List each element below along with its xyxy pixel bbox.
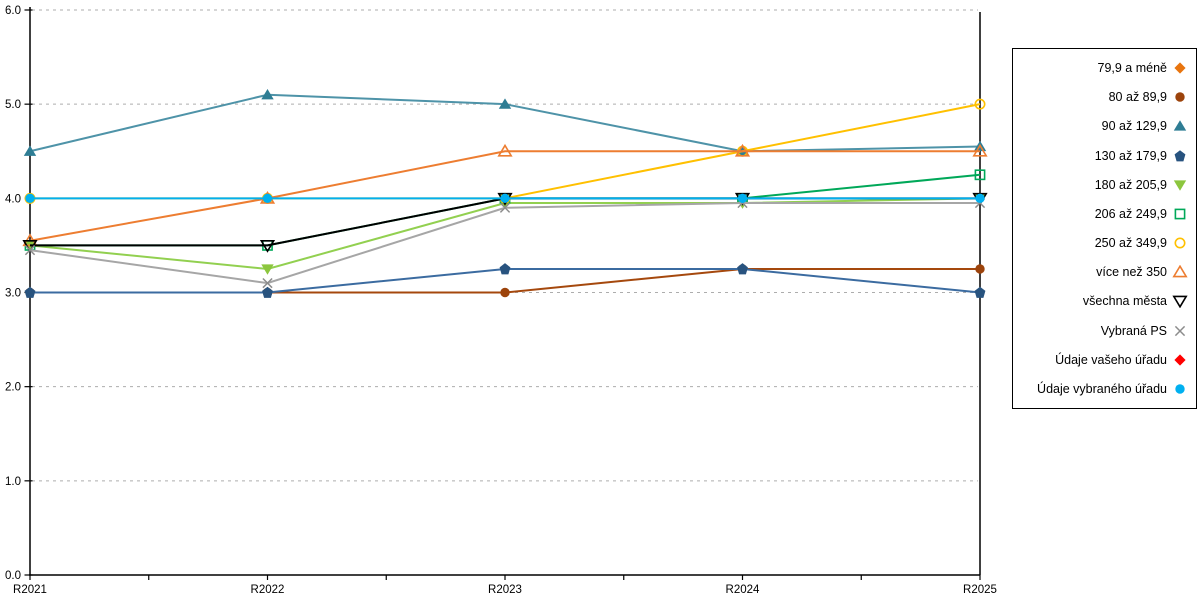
legend-item-80-a-89-9: 80 až 89,9 — [1019, 89, 1188, 105]
triangle-up-marker-icon — [261, 88, 274, 100]
pentagon-marker-icon — [24, 286, 36, 298]
diamond-marker-icon — [1174, 354, 1186, 366]
triangle-down-marker-icon — [259, 240, 276, 253]
x-marker-icon — [499, 202, 511, 213]
pentagon-marker-icon — [1174, 149, 1186, 161]
legend-item-vybran-ps: Vybraná PS — [1019, 323, 1188, 339]
legend-marker — [1175, 384, 1185, 394]
y-axis-label: 1.0 — [5, 476, 21, 488]
triangle-up-marker-icon — [734, 143, 751, 157]
legend-marker — [1175, 92, 1185, 102]
circle-marker-icon — [1174, 237, 1186, 249]
legend-item-79-9-a-m-n: 79,9 a méně — [1019, 60, 1188, 76]
legend-marker — [1173, 120, 1187, 131]
legend-marker — [1174, 149, 1186, 161]
legend-item-label: Údaje vybraného úřadu — [1037, 381, 1167, 396]
y-axis-label: 6.0 — [5, 5, 21, 17]
x-axis-label: R2022 — [251, 584, 285, 596]
x-axis-label: R2025 — [963, 584, 997, 596]
y-axis-label: 3.0 — [5, 288, 21, 300]
legend-item-130-a-179-9: 130 až 179,9 — [1019, 148, 1188, 164]
legend-item-label: více než 350 — [1096, 265, 1167, 280]
circle-marker-icon — [975, 264, 985, 274]
series-206-a-249-9 — [24, 169, 986, 251]
series-line — [30, 173, 981, 247]
diamond-marker-icon — [1174, 62, 1186, 74]
legend-item-label: 180 až 205,9 — [1094, 177, 1167, 192]
circle-marker-icon — [500, 287, 510, 298]
triangle-down-marker-icon — [1172, 295, 1188, 309]
triangle-up-marker-icon — [1173, 120, 1187, 131]
legend-item-label: 250 až 349,9 — [1094, 236, 1167, 251]
x-marker-icon — [262, 277, 273, 289]
x-axis-label: R2024 — [726, 584, 760, 596]
legend-marker — [1172, 295, 1188, 309]
triangle-up-marker-icon — [1172, 265, 1188, 278]
legend-item-250-a-349-9: 250 až 349,9 — [1019, 235, 1188, 251]
square-marker-icon — [1174, 208, 1186, 220]
legend-item-label: 90 až 129,9 — [1101, 119, 1167, 134]
y-axis-label: 2.0 — [5, 382, 21, 394]
legend-marker — [1174, 325, 1186, 336]
legend-marker — [1173, 180, 1187, 191]
y-axis-label: 5.0 — [5, 99, 21, 111]
legend-item-label: Vybraná PS — [1100, 323, 1167, 338]
triangle-down-marker-icon — [1173, 180, 1187, 191]
legend-item-daje-vybran-ho-adu: Údaje vybraného úřadu — [1019, 381, 1188, 397]
legend-item-90-a-129-9: 90 až 129,9 — [1019, 118, 1188, 134]
x-axis-label: R2023 — [488, 584, 522, 596]
legend-item-label: všechna města — [1082, 294, 1167, 309]
pentagon-marker-icon — [499, 263, 511, 275]
triangle-up-marker-icon — [497, 143, 513, 157]
triangle-up-marker-icon — [498, 98, 512, 109]
legend-item-v-ce-ne-350: více než 350 — [1019, 264, 1188, 280]
legend-marker — [1174, 208, 1186, 220]
legend-item-v-echna-m-sta: všechna města — [1019, 293, 1188, 309]
pentagon-marker-icon — [262, 286, 273, 298]
x-axis-labels: R2021 R2022 R2023 R2024 R2025 — [13, 584, 997, 596]
legend-marker — [1174, 62, 1186, 74]
circle-marker-icon — [25, 193, 35, 204]
circle-marker-icon — [1175, 384, 1185, 394]
triangle-up-marker-icon — [972, 143, 988, 157]
x-marker-icon — [1174, 325, 1186, 336]
legend-item-180-a-205-9: 180 až 205,9 — [1019, 177, 1188, 193]
legend-item-label: 206 až 249,9 — [1094, 206, 1167, 221]
pentagon-marker-icon — [737, 263, 748, 275]
legend-item-label: Údaje vašeho úřadu — [1055, 352, 1167, 367]
circle-marker-icon — [737, 193, 748, 204]
circle-marker-icon — [974, 98, 986, 110]
legend-item-daje-va-eho-adu: Údaje vašeho úřadu — [1019, 352, 1188, 368]
legend-item-label: 80 až 89,9 — [1108, 90, 1167, 105]
circle-marker-icon — [975, 193, 985, 204]
legend-item-206-a-249-9: 206 až 249,9 — [1019, 206, 1188, 222]
x-axis-label: R2021 — [13, 584, 47, 596]
pentagon-marker-icon — [974, 286, 986, 298]
series-line — [29, 150, 980, 242]
triangle-up-marker-icon — [23, 145, 37, 156]
x-marker-icon — [24, 244, 36, 256]
y-axis-labels: 0.0 1.0 2.0 3.0 4.0 5.0 6.0 — [5, 5, 21, 582]
series-180-a-205-9 — [23, 193, 987, 275]
circle-marker-icon — [1175, 92, 1185, 102]
circle-marker-icon — [500, 193, 510, 204]
series-130-a-179-9 — [24, 263, 986, 298]
y-axis-label: 0.0 — [5, 570, 21, 582]
legend-marker — [1172, 265, 1188, 278]
circle-marker-icon — [262, 193, 273, 204]
triangle-down-marker-icon — [261, 264, 274, 275]
y-axis-label: 4.0 — [5, 193, 21, 205]
square-marker-icon — [974, 169, 986, 181]
chart-legend: 79,9 a méně 80 až 89,9 90 až 129,9 130 až 1… — [1012, 48, 1197, 409]
legend-marker — [1174, 354, 1186, 366]
legend-item-label: 79,9 a méně — [1097, 61, 1168, 75]
series-daje-vybran-ho-adu — [25, 193, 985, 204]
legend-marker — [1174, 237, 1186, 249]
legend-item-label: 130 až 179,9 — [1094, 148, 1167, 163]
series-line — [29, 197, 981, 270]
